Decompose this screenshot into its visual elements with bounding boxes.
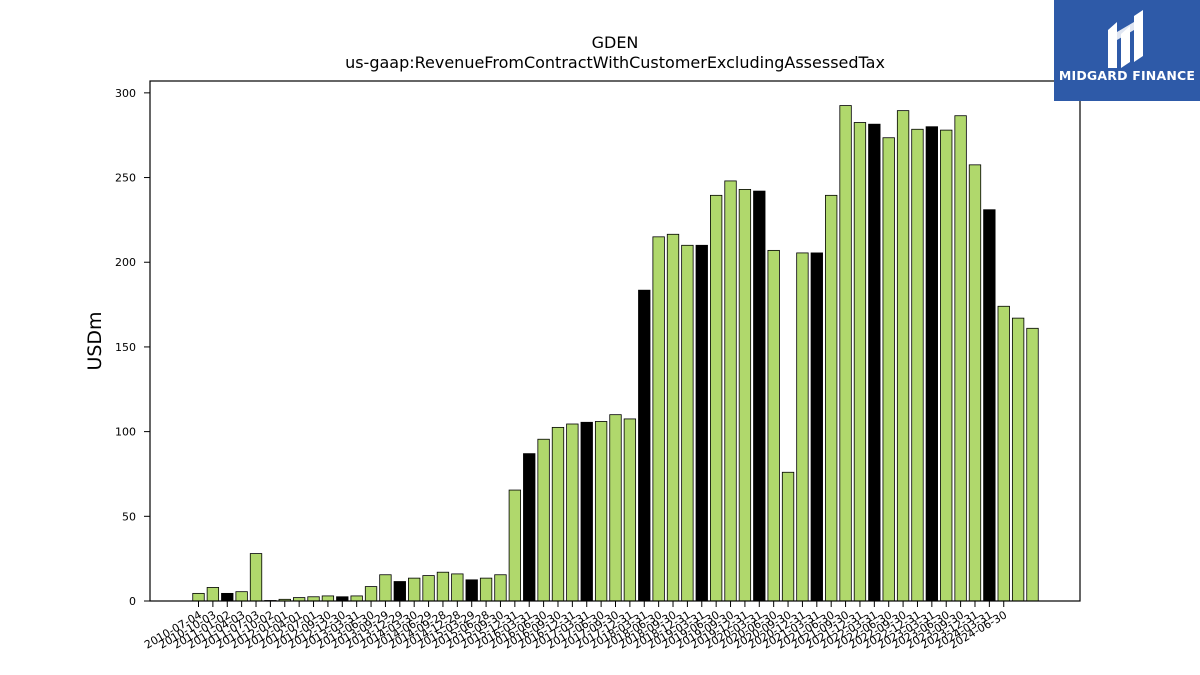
bar — [724, 180, 737, 602]
bar — [321, 595, 335, 602]
bar — [666, 233, 680, 602]
bar — [767, 249, 780, 602]
bar — [997, 305, 1010, 602]
bar — [882, 137, 895, 602]
bar — [710, 194, 723, 602]
y-tick-label: 300 — [115, 87, 136, 100]
bar — [796, 252, 809, 602]
bar — [479, 577, 493, 602]
bar — [436, 571, 450, 602]
y-tick-label: 0 — [129, 595, 136, 608]
chart-title: GDEN — [592, 33, 639, 52]
bar — [825, 194, 838, 602]
bar — [853, 122, 867, 602]
y-tick-label: 150 — [115, 341, 136, 354]
bar — [896, 110, 910, 602]
bar — [681, 244, 694, 602]
bar — [868, 123, 881, 602]
y-tick-label: 250 — [115, 172, 136, 185]
chart-subtitle: us-gaap:RevenueFromContractWithCustomerE… — [345, 53, 885, 72]
bar — [594, 421, 608, 602]
bar — [451, 573, 464, 602]
bar — [911, 128, 924, 602]
plot-frame — [149, 80, 1081, 602]
y-axis-ticks: 0 50 100 150 200 250 300 — [115, 87, 150, 608]
bar — [206, 587, 220, 602]
bar — [623, 418, 637, 602]
y-tick-label: 100 — [115, 426, 136, 439]
bar — [983, 209, 996, 602]
bar — [753, 190, 766, 602]
bar — [508, 489, 521, 602]
y-axis-label: USDm — [84, 311, 106, 370]
brand-logo: MIDGARD FINANCE — [1054, 0, 1200, 101]
bar — [393, 581, 406, 602]
brand-logo-text: MIDGARD FINANCE — [1058, 68, 1196, 83]
bar — [422, 575, 435, 602]
x-axis-ticks: 2010-07-042010-10-032011-01-022011-04-03… — [142, 601, 1009, 652]
bar — [494, 574, 507, 602]
bar — [192, 592, 205, 602]
bar — [925, 126, 938, 602]
bar — [523, 453, 536, 602]
bar — [1011, 317, 1025, 602]
bar — [695, 244, 708, 602]
bar — [350, 595, 363, 602]
midgard-logo-icon — [1108, 10, 1143, 68]
bar — [954, 115, 967, 602]
bar — [307, 596, 320, 602]
bar — [364, 586, 378, 602]
bar — [810, 252, 823, 602]
bar — [465, 579, 478, 602]
bar — [638, 289, 651, 602]
bar — [221, 592, 234, 602]
bar — [336, 596, 349, 602]
bar — [652, 236, 665, 602]
bar — [537, 438, 550, 602]
bars-group — [192, 105, 1039, 602]
y-tick-label: 50 — [122, 510, 136, 523]
bar — [781, 471, 795, 602]
bar — [1026, 327, 1039, 602]
bar — [551, 426, 565, 602]
y-tick-label: 200 — [115, 256, 136, 269]
bar — [566, 423, 579, 602]
bar — [379, 574, 392, 602]
bar — [940, 129, 953, 602]
bar — [235, 591, 248, 602]
bar — [249, 553, 263, 602]
bar — [580, 421, 593, 602]
bar — [408, 577, 421, 602]
bar — [609, 414, 622, 602]
bar — [968, 164, 982, 602]
bar — [738, 188, 752, 602]
bar — [839, 105, 852, 602]
